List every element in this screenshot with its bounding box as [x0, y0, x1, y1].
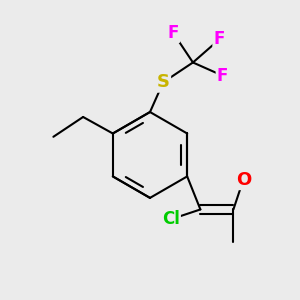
Text: F: F [217, 67, 228, 85]
Text: F: F [167, 24, 179, 42]
Text: O: O [236, 171, 251, 189]
Text: S: S [157, 73, 170, 91]
Text: F: F [214, 30, 225, 48]
Text: Cl: Cl [162, 210, 180, 228]
